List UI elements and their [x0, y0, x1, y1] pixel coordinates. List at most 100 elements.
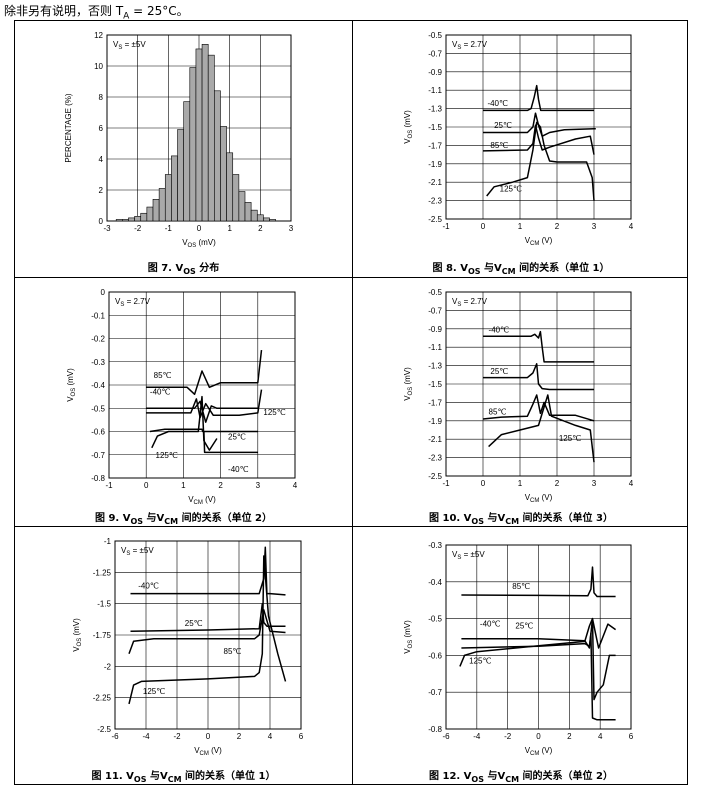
- figure-10-cell: -1 0 1 2 3 4 -0.5 -0.7 -0.9 -1.1 -1.3 -1.5 -1.7 -1.9 -…: [353, 278, 689, 526]
- y-tick-label: -0.7: [91, 451, 105, 460]
- figure-10-caption: 图 10. VOS 与VCM 间的关系（单位 3）: [429, 513, 613, 526]
- x-tick-label: 0: [144, 481, 149, 490]
- series-line: [151, 395, 218, 451]
- histogram-bar: [207, 54, 215, 222]
- series-annotation: 25℃: [494, 121, 512, 130]
- header-suffix: = 25°C。: [129, 4, 189, 18]
- x-tick-label: -1: [442, 222, 450, 231]
- x-tick-label: 0: [197, 224, 202, 233]
- histogram-bar: [238, 191, 246, 222]
- histogram-bar: [146, 206, 154, 222]
- series-line: [482, 124, 595, 155]
- series-annotation: 85℃: [489, 407, 507, 416]
- y-tick-label: -2.1: [428, 435, 442, 444]
- histogram-bar: [220, 126, 227, 222]
- x-tick-label: 0: [536, 732, 541, 741]
- figure-12-chart: -6 -4 -2 0 2 4 6 -0.3 -0.4 -0.5 -0.6 -0.7 -0.8 VS = ±…: [403, 541, 634, 757]
- x-axis-label: VCM (V): [188, 495, 216, 506]
- y-tick-label: -1: [104, 537, 112, 546]
- x-tick-label: 0: [206, 732, 211, 741]
- histogram-bar: [158, 188, 166, 222]
- x-tick-label: 3: [256, 481, 261, 490]
- y-tick-label: -0.7: [428, 49, 442, 58]
- x-tick-label: 2: [567, 732, 572, 741]
- figure-7-caption: 图 7. VOS 分布: [147, 263, 220, 276]
- histogram-bar: [189, 67, 197, 222]
- y-tick-label: -0.9: [428, 68, 442, 77]
- plot-frame: [114, 540, 302, 730]
- y-tick-label: -2: [104, 662, 112, 671]
- x-tick-label: 6: [629, 732, 634, 741]
- x-tick-label: 2: [555, 222, 560, 231]
- y-tick-label: -2.5: [97, 725, 111, 734]
- y-tick-label: -0.6: [91, 428, 105, 437]
- y-axis-label: VOS (mV): [72, 618, 83, 652]
- series-line: [483, 112, 596, 137]
- y-tick-label: -1.9: [428, 417, 442, 426]
- figure-grid: -3 -2 -1 0 1 2 3 0 2 4 6 8 10 12 VS = ±5V VOS (mV) PERCE…: [14, 20, 688, 785]
- histogram-bar: [164, 174, 172, 222]
- y-tick-label: -1.5: [428, 380, 442, 389]
- y-tick-label: -0.6: [428, 651, 442, 660]
- y-tick-label: -0.3: [91, 358, 105, 367]
- histogram-bar: [195, 48, 203, 222]
- series-annotation: -40℃: [487, 99, 508, 108]
- series-line: [461, 617, 616, 701]
- y-tick-label: 0: [99, 217, 104, 226]
- series-annotation: -40℃: [489, 325, 510, 334]
- histogram-bar: [183, 101, 191, 222]
- series-annotation: 25℃: [515, 622, 533, 631]
- series-line: [146, 389, 263, 419]
- y-tick-label: -0.2: [91, 335, 105, 344]
- y-tick-label: 6: [99, 124, 104, 133]
- x-axis-label: VCM (V): [525, 493, 553, 504]
- series-annotation: 85℃: [224, 647, 242, 656]
- x-tick-label: 2: [237, 732, 242, 741]
- histogram-bar: [263, 217, 270, 222]
- y-tick-label: 8: [99, 93, 104, 102]
- y-tick-label: -2.25: [93, 694, 112, 703]
- y-tick-label: -0.7: [428, 306, 442, 315]
- series-line: [149, 428, 258, 433]
- figure-12-cell: -6 -4 -2 0 2 4 6 -0.3 -0.4 -0.5 -0.6 -0.7 -0.8 VS = ±…: [353, 527, 689, 786]
- histogram-bar: [128, 217, 135, 222]
- y-tick-label: -1.25: [93, 568, 112, 577]
- y-axis-label: VOS (mV): [66, 368, 77, 402]
- y-tick-label: 0: [101, 288, 106, 297]
- series-annotation: 125℃: [156, 451, 178, 460]
- series-line: [461, 566, 616, 598]
- y-tick-label: -0.8: [91, 474, 105, 483]
- series-line: [486, 121, 595, 201]
- figure-11-caption: 图 11. VOS 与VCM 间的关系（单位 1）: [91, 771, 276, 784]
- histogram-bar: [171, 155, 178, 222]
- x-tick-label: 6: [299, 732, 304, 741]
- x-tick-label: -1: [165, 224, 173, 233]
- y-axis-label: VOS (mV): [403, 110, 414, 144]
- condition-label: VS = 2.7V: [452, 297, 488, 308]
- y-tick-label: -1.7: [428, 141, 442, 150]
- y-tick-label: 4: [99, 155, 104, 164]
- x-tick-label: -6: [111, 732, 119, 741]
- series-line: [128, 609, 286, 655]
- histogram-bar: [232, 174, 240, 222]
- x-tick-label: 4: [629, 222, 634, 231]
- y-tick-label: -2.3: [428, 454, 442, 463]
- series-line: [488, 394, 595, 463]
- condition-label: VS = 2.7V: [115, 297, 151, 308]
- y-axis-label: VOS (mV): [403, 367, 414, 401]
- condition-label: VS = 2.7V: [452, 40, 488, 51]
- figure-8-cell: -1 0 1 2 3 4 -0.5 -0.7 -0.9 -1.1 -1.3 -1.5 -1.7 -1.9 -…: [353, 21, 689, 277]
- figure-9-caption: 图 9. VOS 与VCM 间的关系（单位 2）: [94, 513, 273, 526]
- y-tick-label: 12: [94, 31, 103, 40]
- grid-divider-row-2: [15, 526, 687, 527]
- histogram-bar: [115, 219, 123, 222]
- y-tick-label: -2.3: [428, 197, 442, 206]
- plot-frame: [445, 34, 632, 220]
- series-line: [203, 431, 258, 454]
- histogram-bar: [244, 202, 252, 222]
- figure-11-cell: -6 -4 -2 0 2 4 6 -1 -1.25 -1.5 -1.75 -2 -2.25 -2.5 VS …: [15, 527, 352, 786]
- figure-10-chart: -1 0 1 2 3 4 -0.5 -0.7 -0.9 -1.1 -1.3 -1.5 -1.7 -1.9 -…: [403, 288, 634, 504]
- series-line: [146, 350, 263, 396]
- series-annotation: -40℃: [228, 465, 249, 474]
